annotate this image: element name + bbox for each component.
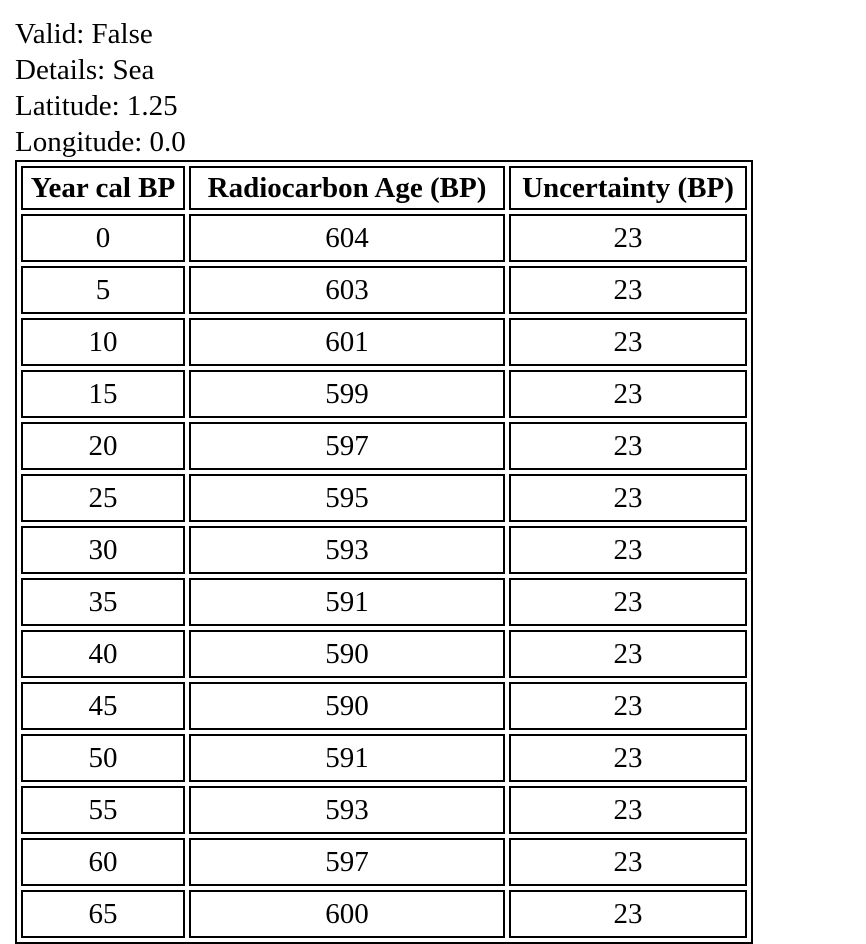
year-cal-bp-cell: 60 xyxy=(21,838,185,886)
header-year-cal-bp: Year cal BP xyxy=(21,166,185,210)
year-cal-bp-cell: 45 xyxy=(21,682,185,730)
radiocarbon-age-cell: 597 xyxy=(189,838,505,886)
details-line: Details: Sea xyxy=(15,54,155,86)
table-row: 60 597 23 xyxy=(21,838,747,886)
table-row: 15 599 23 xyxy=(21,370,747,418)
radiocarbon-age-cell: 604 xyxy=(189,214,505,262)
table-row: 30 593 23 xyxy=(21,526,747,574)
uncertainty-cell: 23 xyxy=(509,526,747,574)
page-content: Valid: False Details: Sea Latitude: 1.25… xyxy=(15,16,753,944)
latitude-line: Latitude: 1.25 xyxy=(15,90,178,122)
uncertainty-cell: 23 xyxy=(509,890,747,938)
radiocarbon-age-cell: 590 xyxy=(189,630,505,678)
year-cal-bp-cell: 25 xyxy=(21,474,185,522)
year-cal-bp-cell: 65 xyxy=(21,890,185,938)
table-row: 0 604 23 xyxy=(21,214,747,262)
year-cal-bp-cell: 50 xyxy=(21,734,185,782)
uncertainty-cell: 23 xyxy=(509,214,747,262)
year-cal-bp-cell: 20 xyxy=(21,422,185,470)
uncertainty-cell: 23 xyxy=(509,370,747,418)
table-row: 55 593 23 xyxy=(21,786,747,834)
table-row: 45 590 23 xyxy=(21,682,747,730)
year-cal-bp-cell: 30 xyxy=(21,526,185,574)
year-cal-bp-cell: 5 xyxy=(21,266,185,314)
radiocarbon-age-cell: 599 xyxy=(189,370,505,418)
radiocarbon-age-cell: 593 xyxy=(189,526,505,574)
uncertainty-cell: 23 xyxy=(509,422,747,470)
table-row: 50 591 23 xyxy=(21,734,747,782)
radiocarbon-age-cell: 591 xyxy=(189,578,505,626)
year-cal-bp-cell: 35 xyxy=(21,578,185,626)
year-cal-bp-cell: 55 xyxy=(21,786,185,834)
table-header-row: Year cal BP Radiocarbon Age (BP) Uncerta… xyxy=(21,166,747,210)
radiocarbon-age-cell: 591 xyxy=(189,734,505,782)
uncertainty-cell: 23 xyxy=(509,630,747,678)
table-row: 35 591 23 xyxy=(21,578,747,626)
valid-line: Valid: False xyxy=(15,18,153,50)
year-cal-bp-cell: 40 xyxy=(21,630,185,678)
year-cal-bp-cell: 0 xyxy=(21,214,185,262)
uncertainty-cell: 23 xyxy=(509,786,747,834)
radiocarbon-age-cell: 593 xyxy=(189,786,505,834)
header-uncertainty: Uncertainty (BP) xyxy=(509,166,747,210)
uncertainty-cell: 23 xyxy=(509,578,747,626)
table-row: 25 595 23 xyxy=(21,474,747,522)
radiocarbon-age-cell: 595 xyxy=(189,474,505,522)
year-cal-bp-cell: 10 xyxy=(21,318,185,366)
radiocarbon-age-cell: 590 xyxy=(189,682,505,730)
longitude-line: Longitude: 0.0 xyxy=(15,126,186,158)
uncertainty-cell: 23 xyxy=(509,682,747,730)
uncertainty-cell: 23 xyxy=(509,474,747,522)
table-row: 65 600 23 xyxy=(21,890,747,938)
uncertainty-cell: 23 xyxy=(509,838,747,886)
radiocarbon-age-cell: 600 xyxy=(189,890,505,938)
table-row: 10 601 23 xyxy=(21,318,747,366)
table-body: 0 604 23 5 603 23 10 601 23 15 599 23 20 597 23 25 595 23… xyxy=(21,214,747,938)
uncertainty-cell: 23 xyxy=(509,734,747,782)
year-cal-bp-cell: 15 xyxy=(21,370,185,418)
radiocarbon-age-cell: 601 xyxy=(189,318,505,366)
uncertainty-cell: 23 xyxy=(509,318,747,366)
radiocarbon-age-cell: 597 xyxy=(189,422,505,470)
radiocarbon-age-cell: 603 xyxy=(189,266,505,314)
table-row: 40 590 23 xyxy=(21,630,747,678)
header-radiocarbon-age: Radiocarbon Age (BP) xyxy=(189,166,505,210)
table-row: 20 597 23 xyxy=(21,422,747,470)
table-row: 5 603 23 xyxy=(21,266,747,314)
calibration-table: Year cal BP Radiocarbon Age (BP) Uncerta… xyxy=(15,160,753,944)
uncertainty-cell: 23 xyxy=(509,266,747,314)
